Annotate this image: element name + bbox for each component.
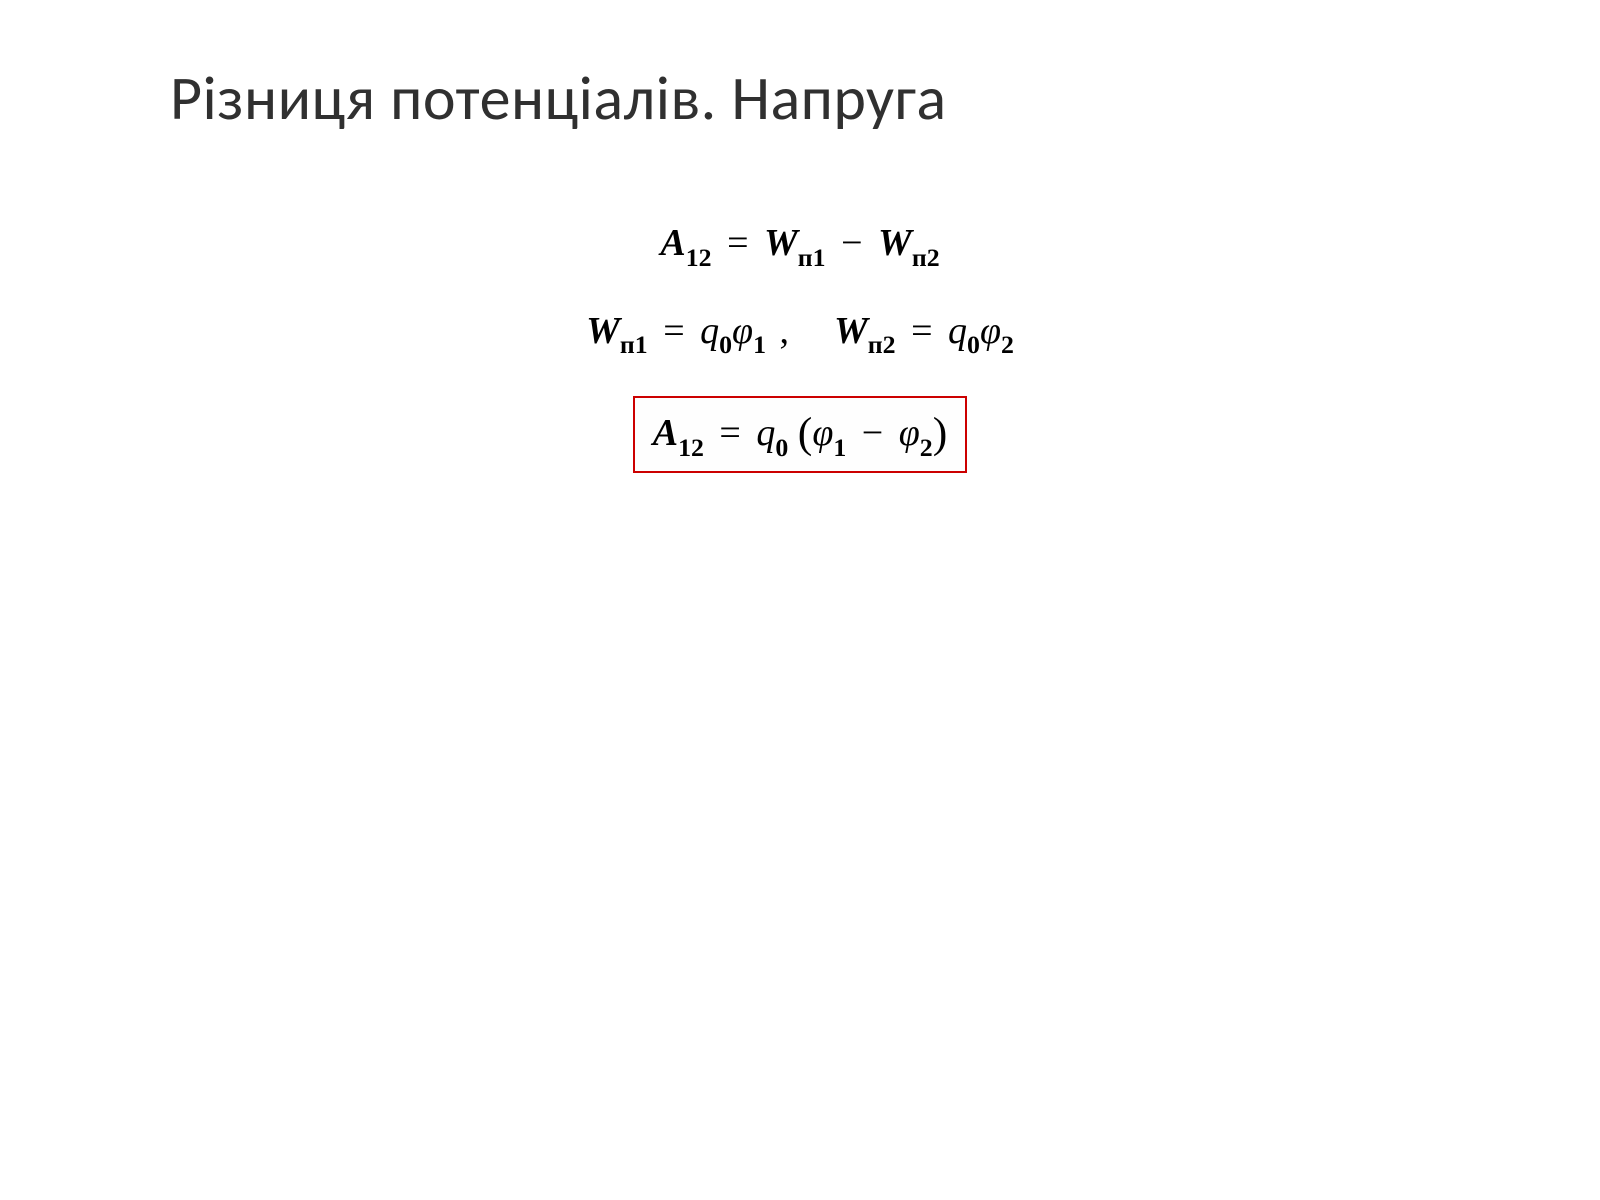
eq2a-lhs-sub: п1: [620, 330, 648, 359]
eq2b-lhs-var: W: [834, 310, 868, 352]
eq2b-equals: =: [905, 310, 938, 352]
eq2b-q-sub: 0: [967, 330, 980, 359]
equation-2a: Wп1 = q0φ1 ,: [586, 309, 789, 359]
slide-title: Різниця потенціалів. Напруга: [0, 60, 1600, 136]
eq3-q-var: q: [756, 412, 775, 454]
eq2-comma: ,: [776, 310, 790, 352]
eq3-lhs-var: A: [653, 412, 678, 454]
eq2a-lhs-var: W: [586, 310, 620, 352]
eq2b-phi-var: φ: [980, 310, 1001, 352]
eq3-phi1-sub: 1: [833, 433, 846, 462]
eq2b-q-var: q: [948, 310, 967, 352]
eq2b-lhs-sub: п2: [868, 330, 896, 359]
eq1-lhs-var: A: [660, 222, 685, 264]
eq3-phi1-var: φ: [812, 412, 833, 454]
eq3-lhs-sub: 12: [678, 433, 704, 462]
eq3-rparen: ): [933, 409, 948, 457]
eq1-r1-sub: п1: [798, 243, 826, 272]
equation-3: A12 = q0 (φ1 − φ2): [653, 406, 948, 461]
eq1-r2-var: W: [878, 222, 912, 264]
eq3-phi2-var: φ: [899, 412, 920, 454]
equation-2-pair: Wп1 = q0φ1 , Wп2 = q0φ2: [586, 309, 1014, 359]
eq2a-phi-var: φ: [732, 310, 753, 352]
equation-1: A12 = Wп1 − Wп2: [660, 221, 939, 271]
eq3-minus: −: [856, 412, 889, 454]
boxed-equation: A12 = q0 (φ1 − φ2): [633, 396, 968, 473]
eq2a-q-sub: 0: [719, 330, 732, 359]
eq3-q-sub: 0: [775, 433, 788, 462]
eq1-lhs-sub: 12: [686, 243, 712, 272]
eq1-equals: =: [721, 222, 754, 264]
eq3-phi2-sub: 2: [920, 433, 933, 462]
eq2a-equals: =: [657, 310, 690, 352]
eq2a-phi-sub: 1: [753, 330, 766, 359]
slide: Різниця потенціалів. Напруга A12 = Wп1 −…: [0, 0, 1600, 1200]
eq2b-phi-sub: 2: [1001, 330, 1014, 359]
equation-block: A12 = Wп1 − Wп2 Wп1 = q0φ1 , Wп2 = q0φ2 …: [0, 221, 1600, 473]
eq2a-q-var: q: [700, 310, 719, 352]
eq3-equals: =: [713, 412, 746, 454]
eq1-r1-var: W: [764, 222, 798, 264]
eq3-lparen: (: [798, 409, 813, 457]
eq1-r2-sub: п2: [912, 243, 940, 272]
equation-2b: Wп2 = q0φ2: [834, 309, 1014, 359]
eq1-minus: −: [835, 222, 868, 264]
